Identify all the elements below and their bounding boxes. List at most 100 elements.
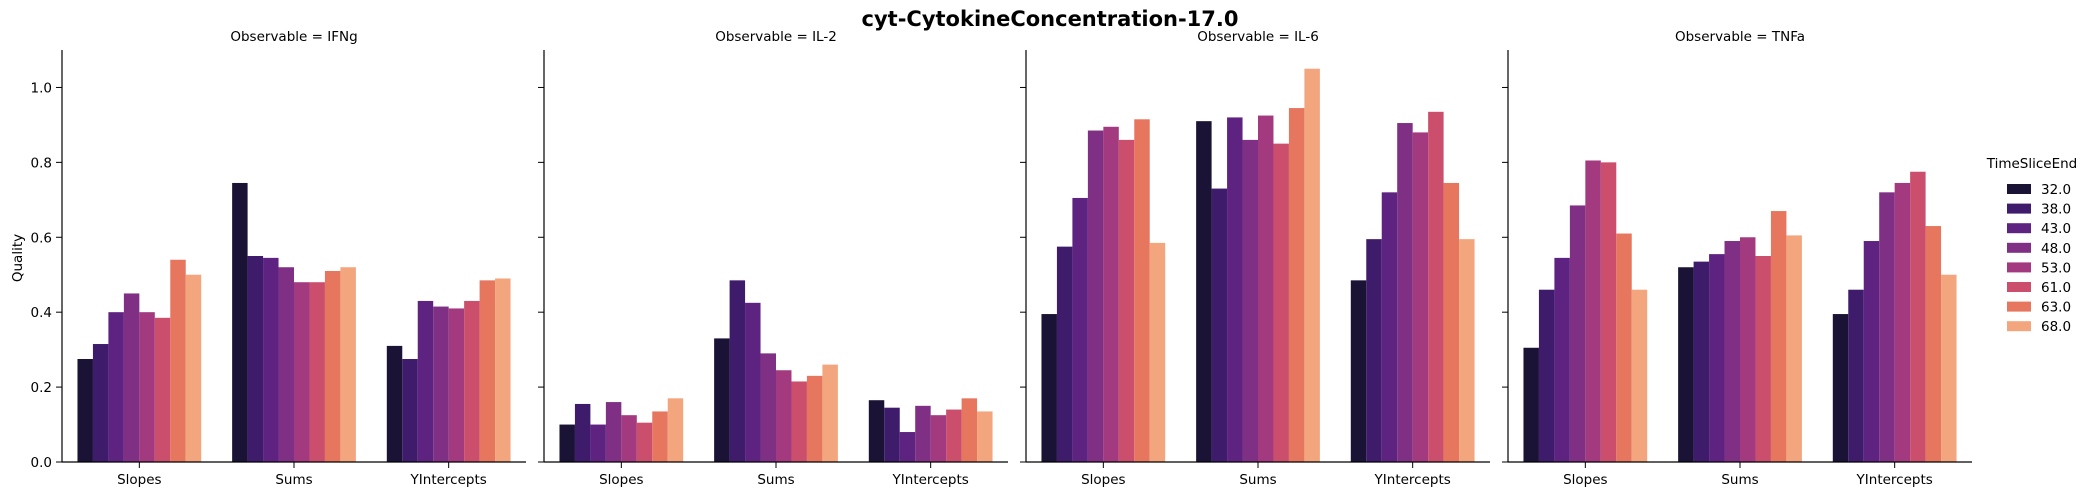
bar-32.0-Slopes: [1523, 347, 1539, 462]
bar-68.0-YIntercepts: [495, 278, 511, 462]
bar-63.0-Sums: [806, 375, 823, 462]
x-tick-label: Sums: [275, 472, 312, 488]
bar-63.0-YIntercepts: [1925, 226, 1942, 462]
bar-48.0-YIntercepts: [1397, 123, 1413, 462]
legend-swatch: [2007, 262, 2031, 273]
bar-32.0-YIntercepts: [1832, 314, 1849, 462]
bar-68.0-Slopes: [1631, 289, 1648, 462]
bar-63.0-Slopes: [652, 411, 668, 462]
legend-label: 43.0: [2041, 221, 2071, 237]
y-tick-label: 1.0: [31, 80, 52, 96]
bar-68.0-YIntercepts: [1941, 274, 1957, 462]
bar-38.0-Sums: [729, 280, 746, 462]
bar-38.0-Slopes: [574, 403, 591, 462]
bar-32.0-YIntercepts: [1350, 280, 1367, 462]
bar-61.0-Slopes: [1118, 139, 1135, 462]
bar-32.0-Sums: [232, 182, 248, 462]
facet-title: Observable = IL-6: [1197, 29, 1319, 45]
bar-43.0-Sums: [745, 302, 761, 462]
bar-63.0-Slopes: [1616, 233, 1632, 462]
legend-swatch: [2007, 223, 2031, 234]
bar-61.0-Slopes: [154, 317, 171, 462]
bar-61.0-Slopes: [636, 422, 653, 462]
bar-61.0-YIntercepts: [1428, 111, 1444, 463]
legend-label: 68.0: [2041, 319, 2071, 335]
legend-swatch: [2007, 203, 2031, 214]
legend-label: 32.0: [2041, 182, 2071, 198]
legend-swatch: [2007, 282, 2031, 292]
bar-43.0-YIntercepts: [899, 432, 916, 462]
legend-title: TimeSliceEnd: [1986, 156, 2078, 172]
facet-1: Observable = IL-2 Slopes Sums YIntercepts: [538, 29, 1008, 488]
bar-32.0-Sums: [1678, 267, 1694, 462]
bar-43.0-Sums: [1709, 254, 1725, 462]
bar-63.0-Sums: [1288, 108, 1305, 463]
bar-68.0-Slopes: [667, 398, 684, 462]
y-axis-label: Quality: [10, 234, 26, 282]
facets: Observable = IFNg 0.0 0.2 0.4 0.6 0.8 1.0 Slope…: [31, 29, 1972, 488]
bar-43.0-YIntercepts: [1381, 192, 1398, 462]
bar-68.0-Sums: [822, 364, 838, 462]
bar-38.0-Sums: [1693, 261, 1710, 462]
bar-53.0-Slopes: [621, 415, 637, 462]
bar-48.0-YIntercepts: [915, 405, 931, 462]
bar-63.0-Sums: [1770, 211, 1787, 462]
bar-32.0-YIntercepts: [386, 345, 403, 462]
bar-48.0-Sums: [1724, 241, 1740, 462]
bar-32.0-Slopes: [1041, 314, 1057, 462]
legend-label: 53.0: [2041, 260, 2071, 276]
bar-32.0-Slopes: [559, 424, 575, 462]
bar-53.0-Slopes: [1585, 160, 1601, 463]
bar-61.0-Sums: [1273, 143, 1289, 462]
bar-61.0-Sums: [1755, 256, 1771, 462]
facet-title: Observable = TNFa: [1675, 29, 1805, 45]
x-tick-label: YIntercepts: [1856, 472, 1933, 488]
bar-48.0-Slopes: [605, 402, 622, 462]
bar-48.0-Sums: [760, 353, 776, 462]
legend-label: 48.0: [2041, 241, 2071, 257]
y-tick-label: 0.0: [31, 455, 52, 471]
bar-53.0-YIntercepts: [930, 415, 947, 462]
bar-63.0-YIntercepts: [479, 280, 496, 462]
bar-61.0-Sums: [791, 381, 807, 462]
legend-label: 63.0: [2041, 300, 2071, 316]
bar-63.0-YIntercepts: [1443, 182, 1460, 462]
x-tick-label: Slopes: [1563, 472, 1608, 488]
bar-48.0-Sums: [278, 267, 294, 462]
legend-label: 61.0: [2041, 280, 2071, 296]
facet-3: Observable = TNFa Slopes Sums YIntercepts: [1502, 29, 1972, 488]
x-tick-label: YIntercepts: [410, 472, 487, 488]
bar-53.0-Slopes: [139, 312, 155, 462]
bar-38.0-Slopes: [92, 344, 109, 462]
bar-48.0-YIntercepts: [433, 306, 449, 462]
legend-entries: 32.0 38.0 43.0 48.0 53.0 61.0 63.0 68.0: [2007, 182, 2071, 335]
facet-0: Observable = IFNg 0.0 0.2 0.4 0.6 0.8 1.0 Slope…: [31, 29, 526, 488]
bar-68.0-Sums: [1786, 235, 1802, 462]
bar-43.0-Slopes: [1072, 197, 1088, 462]
bar-48.0-Sums: [1242, 139, 1258, 462]
bar-38.0-YIntercepts: [1848, 289, 1864, 462]
bar-53.0-YIntercepts: [448, 308, 465, 462]
bar-43.0-Sums: [263, 257, 279, 462]
bar-61.0-Slopes: [1600, 162, 1617, 463]
bar-63.0-Slopes: [170, 259, 186, 462]
bar-61.0-YIntercepts: [1910, 171, 1926, 463]
bar-63.0-Slopes: [1134, 119, 1150, 462]
bar-53.0-YIntercepts: [1894, 182, 1911, 462]
bar-61.0-YIntercepts: [946, 409, 962, 462]
facet-title: Observable = IFNg: [230, 29, 357, 45]
bar-53.0-Slopes: [1103, 126, 1119, 462]
facet-title: Observable = IL-2: [715, 29, 837, 45]
bar-53.0-Sums: [294, 282, 310, 462]
x-tick-label: Sums: [1239, 472, 1276, 488]
bar-68.0-Sums: [340, 267, 356, 462]
bar-32.0-Sums: [1196, 121, 1212, 462]
bar-68.0-YIntercepts: [1459, 239, 1475, 462]
y-tick-label: 0.6: [31, 230, 52, 246]
bar-38.0-Sums: [1211, 188, 1228, 462]
bar-48.0-YIntercepts: [1879, 192, 1895, 462]
bar-68.0-Sums: [1304, 68, 1320, 462]
bar-48.0-Slopes: [1087, 130, 1104, 462]
bar-53.0-Sums: [1258, 115, 1274, 463]
x-tick-label: Sums: [757, 472, 794, 488]
